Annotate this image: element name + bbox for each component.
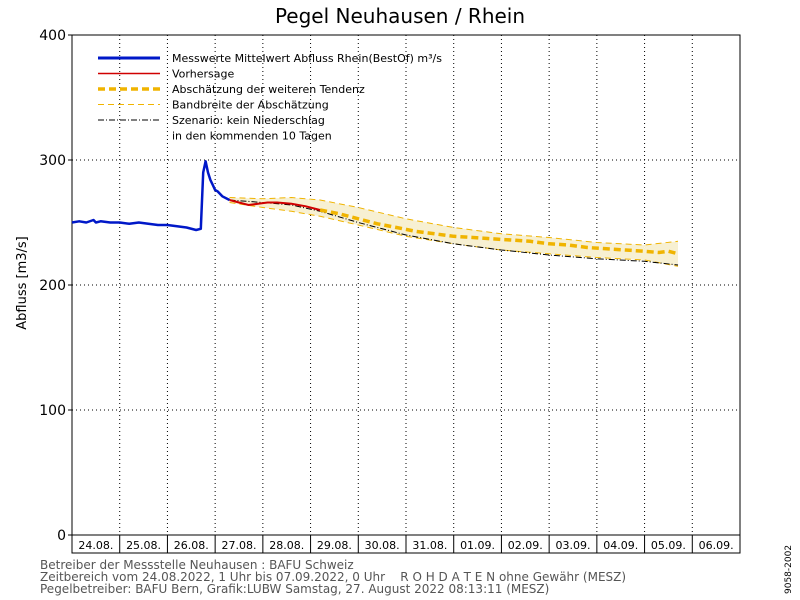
y-tick-label: 100	[39, 403, 66, 419]
x-tick-label: 06.09.	[699, 539, 734, 552]
legend: Messwerte Mittelwert Abfluss Rhein(BestO…	[98, 52, 442, 143]
x-tick-label: 24.08.	[78, 539, 113, 552]
legend-label-scenario_note: in den kommenden 10 Tagen	[172, 130, 332, 143]
x-tick-label: 25.08.	[126, 539, 161, 552]
band-lower-line	[229, 202, 679, 267]
legend-label-forecast: Vorhersage	[172, 68, 234, 81]
forecast-line	[229, 199, 321, 211]
x-tick-label: 01.09.	[460, 539, 495, 552]
footer-time-range: Zeitbereich vom 24.08.2022, 1 Uhr bis 07…	[40, 570, 627, 584]
chart-title: Pegel Neuhausen / Rhein	[274, 4, 526, 28]
legend-label-trend: Abschätzung der weiteren Tendenz	[172, 83, 365, 96]
x-tick-label: 28.08.	[269, 539, 304, 552]
x-tick-label: 29.08.	[317, 539, 352, 552]
axis-layer: 0 100 200 300 400 24.08. 25.08. 26.08. 27.08. 28.…	[39, 28, 734, 553]
trend-line	[319, 208, 679, 256]
band-upper-line	[229, 196, 679, 246]
y-axis-label: Abfluss [m3/s]	[15, 236, 30, 329]
x-tick-label: 27.08.	[222, 539, 257, 552]
side-code: 9058-2002	[784, 544, 794, 594]
scenario-line	[229, 199, 679, 266]
measured-line	[71, 160, 231, 232]
y-tick-label: 400	[39, 28, 66, 44]
grid	[72, 35, 740, 535]
x-tick-label: 03.09.	[556, 539, 591, 552]
legend-label-band: Bandbreite der Abschätzung	[172, 99, 329, 112]
x-tick-label: 26.08.	[174, 539, 209, 552]
x-tick-label: 30.08.	[365, 539, 400, 552]
x-tick-label: 04.09.	[603, 539, 638, 552]
x-tick-label: 31.08.	[412, 539, 447, 552]
y-tick-label: 0	[57, 528, 66, 544]
footer-operator: Betreiber der Messstelle Neuhausen : BAF…	[40, 558, 354, 572]
x-tick-label: 05.09.	[651, 539, 686, 552]
legend-label-measured: Messwerte Mittelwert Abfluss Rhein(BestO…	[172, 52, 442, 65]
discharge-chart: 0 100 200 300 400 24.08. 25.08. 26.08. 27.08. 28.…	[15, 28, 741, 554]
series-layer	[71, 160, 679, 267]
x-tick-label: 02.09.	[508, 539, 543, 552]
footer-gauge-operator: Pegelbetreiber: BAFU Bern, Grafik:LUBW S…	[40, 582, 550, 596]
y-tick-label: 300	[39, 153, 66, 169]
legend-label-scenario: Szenario: kein Niederschlag	[172, 114, 325, 127]
y-tick-label: 200	[39, 278, 66, 294]
